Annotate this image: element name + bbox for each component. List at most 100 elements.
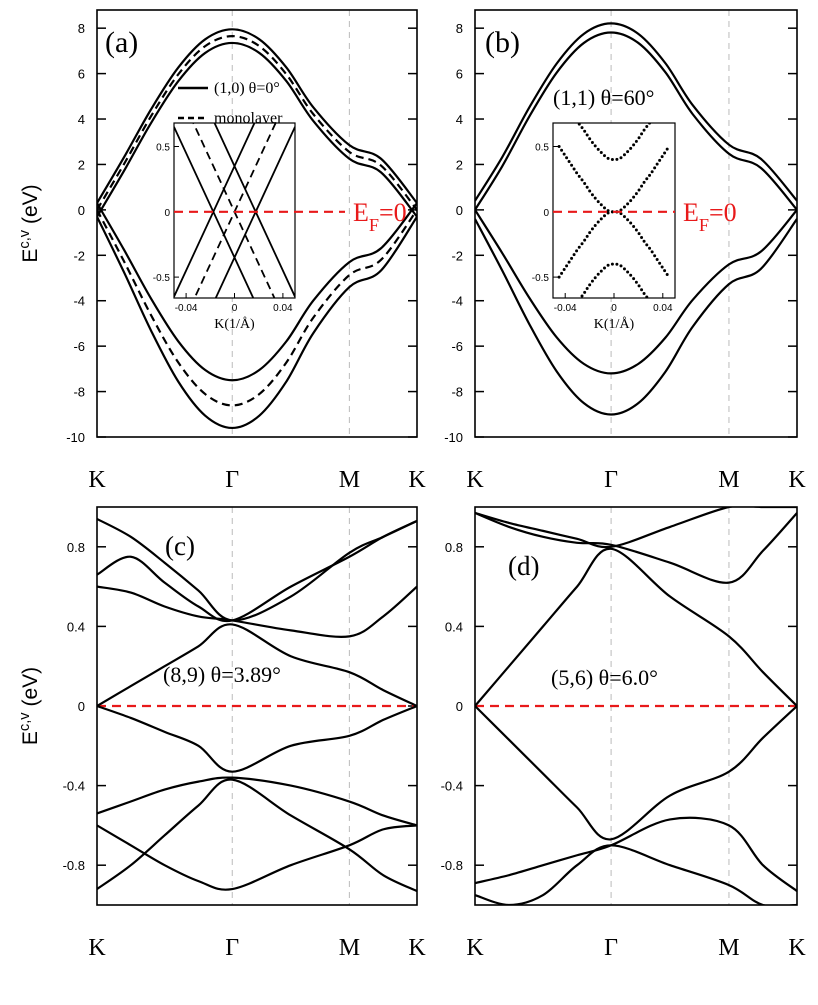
band-line [97,778,417,893]
panel-subtitle: (1,1) θ=60° [553,85,654,110]
y-tick-label: 8 [78,21,85,36]
inset-y-tick-label: 0.5 [156,143,170,154]
panel-subtitle: (5,6) θ=6.0° [551,665,658,690]
band-line [475,705,797,841]
inset-y-tick-label: 0.5 [535,143,549,154]
fermi-label-part: F [369,215,379,235]
fermi-label: EF=0 [683,198,737,235]
band-line [475,547,797,707]
band-line [475,218,797,416]
band-line [97,623,417,707]
y-tick-label: -8 [73,385,85,400]
inset-x-tick-label: -0.04 [175,303,198,314]
inset-frame [173,122,296,299]
y-axis-label-part: E [19,249,42,263]
inset-x-label: K(1/Å) [594,316,635,332]
x-tick-label: K [466,467,484,493]
legend-label: (1,0) θ=0° [214,80,280,97]
band-line [97,585,417,638]
y-tick-label: 8 [456,21,463,36]
panel-label: (c) [165,531,195,561]
x-tick-label: K [408,935,426,961]
x-tick-label: M [718,467,739,493]
inset-x-tick-label: -0.04 [554,303,577,314]
y-tick-label: 0 [78,203,85,218]
band-line [97,41,417,218]
y-tick-label: 2 [78,157,85,172]
band-line [97,704,417,773]
inset-bg [553,123,675,298]
panel-label: (d) [508,551,539,581]
y-tick-label: 6 [456,67,463,82]
band-line [97,776,417,827]
panel-subtitle: (8,9) θ=3.89° [163,662,281,687]
band-line [97,519,417,623]
y-axis-label-part: E [19,731,42,745]
band-line [97,35,417,211]
y-axis-label-part: c,v [17,712,33,731]
fermi-label-part: =0 [709,198,737,227]
band-line [475,816,797,892]
y-tick-label: -4 [73,294,85,309]
y-tick-label: 4 [78,112,85,127]
y-axis-label: Ec,v (eV) [17,667,42,745]
x-tick-label: K [88,467,106,493]
panel-label: (b) [485,26,520,59]
y-tick-label: -6 [73,339,85,354]
band-line [557,210,671,279]
y-tick-label: -0.8 [441,858,463,873]
y-tick-label: 0.8 [67,540,85,555]
y-tick-label: 0 [78,699,85,714]
fermi-label-part: =0 [379,198,407,227]
y-axis-label-part: (eV) [19,184,42,230]
y-tick-label: -8 [451,385,463,400]
inset-x-tick-label: 0.04 [273,303,293,314]
band-line [174,126,255,298]
inset-y-tick-label: -0.5 [532,273,550,284]
panel-label: (a) [105,26,138,59]
y-axis-label-part: c,v [17,229,33,248]
x-tick-label: K [788,935,806,961]
y-tick-label: -2 [451,248,463,263]
x-tick-label: Γ [604,467,618,493]
band-line [475,31,797,211]
x-tick-label: Γ [225,935,239,961]
band-line [557,145,671,214]
x-tick-label: K [466,935,484,961]
band-line [97,216,417,430]
y-tick-label: 0 [456,699,463,714]
x-tick-label: Γ [225,467,239,493]
plot-frame [96,9,418,438]
inset-x-label: K(1/Å) [214,316,255,332]
y-tick-label: -2 [73,248,85,263]
band-line [97,28,417,204]
band-line [97,517,417,622]
plot-frame [474,9,798,438]
y-axis-label: Ec,v (eV) [17,184,42,262]
inset-y-tick-label: 0 [543,208,549,219]
y-axis-label-part: (eV) [19,667,42,713]
y-tick-label: 0.4 [67,619,85,634]
y-tick-label: -0.4 [63,779,85,794]
y-tick-label: 0.8 [445,540,463,555]
inset-frame [552,122,676,299]
band-line [475,511,797,584]
band-line [475,209,797,375]
y-tick-label: 0 [456,203,463,218]
y-tick-label: -4 [451,294,463,309]
inset-x-tick-label: 0.04 [653,303,673,314]
x-tick-label: K [88,935,106,961]
fermi-label-part: E [353,198,369,227]
y-tick-label: 6 [78,67,85,82]
y-tick-label: 2 [456,157,463,172]
inset-x-tick-label: 0 [611,303,617,314]
x-tick-label: K [788,467,806,493]
fermi-label-part: E [683,198,699,227]
x-tick-label: M [339,935,360,961]
y-tick-label: 4 [456,112,463,127]
fermi-label: EF=0 [353,198,407,235]
x-tick-label: Γ [604,935,618,961]
band-line [475,22,797,202]
band-line [97,824,417,891]
